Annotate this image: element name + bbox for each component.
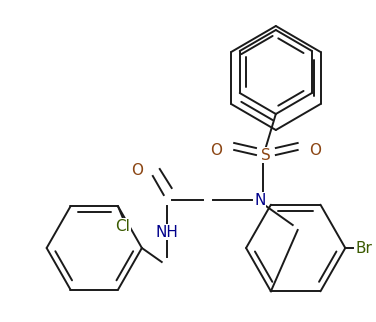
Text: O: O [210,143,222,157]
Text: N: N [254,193,266,207]
Text: Cl: Cl [115,219,130,234]
Text: O: O [309,143,321,157]
Text: Br: Br [355,241,372,255]
Text: NH: NH [155,224,178,240]
Text: O: O [131,163,143,177]
Text: S: S [261,147,271,163]
